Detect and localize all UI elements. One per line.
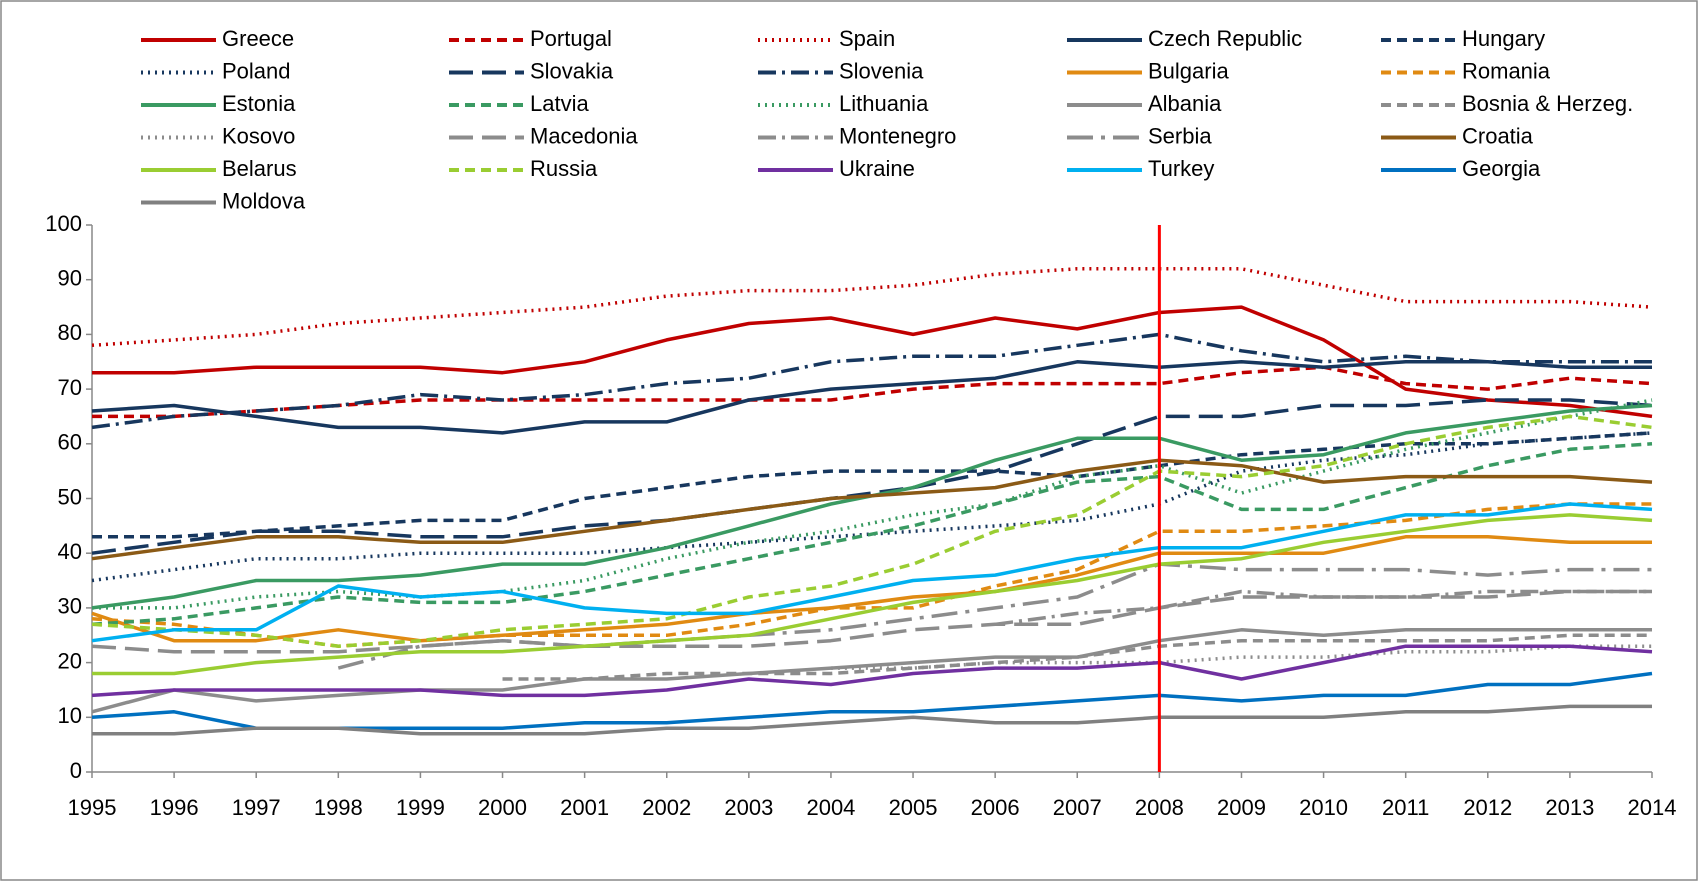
legend-label: Lithuania [839,91,929,116]
x-tick-label: 2003 [724,795,773,820]
series-line [337,562,1652,670]
legend-label: Poland [222,58,291,83]
series-line [91,535,1652,643]
legend-label: Turkey [1148,156,1214,181]
legend-label: Greece [222,26,294,51]
legend-label: Moldova [222,188,306,213]
legend-label: Serbia [1148,123,1212,148]
x-tick-label: 1998 [314,795,363,820]
legend-label: Georgia [1462,156,1541,181]
series-line [91,442,1653,627]
x-tick-label: 2000 [478,795,527,820]
x-tick-label: 2012 [1463,795,1512,820]
y-tick-label: 60 [58,430,82,455]
legend-label: Romania [1462,58,1551,83]
series-line [91,458,1653,561]
x-tick-label: 2005 [889,795,938,820]
series-line [92,365,1653,419]
legend-label: Latvia [530,91,589,116]
legend-label: Hungary [1462,26,1545,51]
legend-label: Belarus [222,156,297,181]
legend-label: Portugal [530,26,612,51]
series-line [92,704,1652,736]
series-line [91,502,1653,643]
y-tick-label: 20 [58,648,82,673]
legend-label: Estonia [222,91,296,116]
series-line [91,628,1652,714]
legend-label: Kosovo [222,123,295,148]
legend-label: Albania [1148,91,1222,116]
legend-label: Croatia [1462,123,1534,148]
x-tick-label: 2010 [1299,795,1348,820]
y-tick-label: 100 [45,211,82,236]
x-tick-label: 2006 [971,795,1020,820]
y-tick-label: 30 [58,594,82,619]
x-tick-label: 2009 [1217,795,1266,820]
series-line [994,589,1652,627]
x-tick-label: 2011 [1382,795,1429,820]
legend-label: Slovakia [530,58,614,83]
y-tick-label: 80 [58,320,82,345]
x-tick-label: 1999 [396,795,445,820]
series-line [91,332,1652,430]
legend-label: Bulgaria [1148,58,1229,83]
x-tick-label: 2001 [560,795,609,820]
x-tick-label: 2007 [1053,795,1102,820]
x-tick-label: 2008 [1135,795,1184,820]
legend-label: Slovenia [839,58,924,83]
legend-label: Bosnia & Herzeg. [1462,91,1633,116]
y-tick-label: 50 [58,484,82,509]
legend-label: Macedonia [530,123,638,148]
legend-label: Czech Republic [1148,26,1302,51]
x-tick-label: 1995 [68,795,117,820]
legend-label: Spain [839,26,895,51]
y-tick-label: 0 [70,758,82,783]
y-tick-label: 10 [58,703,82,728]
y-tick-label: 40 [58,539,82,564]
series-line [91,414,1653,648]
x-tick-label: 2004 [806,795,855,820]
legend-label: Russia [530,156,598,181]
x-tick-label: 1996 [150,795,199,820]
x-tick-label: 2002 [642,795,691,820]
y-tick-label: 90 [58,266,82,291]
legend-label: Ukraine [839,156,915,181]
series-line [91,644,1653,698]
x-tick-label: 2013 [1545,795,1594,820]
series-line [92,398,1653,610]
series-line [92,431,1653,539]
series-line [92,513,1653,676]
legend-label: Montenegro [839,123,956,148]
x-tick-label: 2014 [1628,795,1677,820]
series-line [91,360,1652,435]
y-tick-label: 70 [58,375,82,400]
x-tick-label: 1997 [232,795,281,820]
